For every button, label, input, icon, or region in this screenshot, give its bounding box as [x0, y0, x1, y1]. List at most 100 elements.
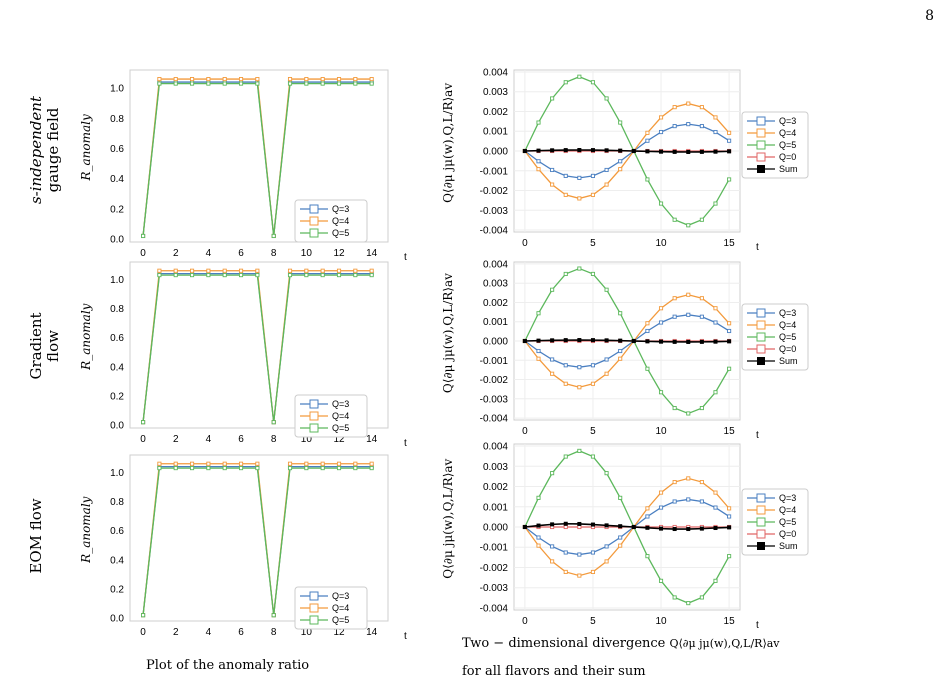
data-point [550, 371, 555, 376]
x-tick-label: 10 [301, 627, 313, 638]
data-point [727, 506, 732, 511]
data-point [672, 149, 677, 154]
series-line-sum [524, 149, 730, 153]
data-point [713, 390, 718, 395]
data-point [563, 173, 568, 178]
data-point [238, 81, 244, 86]
data-point [631, 339, 636, 343]
data-point [645, 149, 650, 154]
y-tick-label: -0.001 [480, 166, 509, 177]
data-point [536, 120, 541, 125]
series-line-q4 [524, 102, 730, 200]
data-point [563, 148, 568, 153]
y-tick-label: -0.002 [480, 186, 509, 197]
legend-label: Q=3 [779, 116, 796, 126]
data-point [563, 569, 568, 574]
data-point [727, 328, 732, 334]
caption-right-line1: Two − dimensional divergence Q⟨∂μ jμ(w),… [462, 636, 780, 651]
data-point [659, 526, 664, 531]
data-point [590, 148, 595, 153]
data-point [353, 466, 358, 471]
y-tick-label: 0.003 [483, 279, 508, 290]
data-point [577, 196, 582, 201]
x-tick-label: 10 [655, 426, 667, 437]
data-point [369, 81, 374, 86]
data-point [522, 525, 527, 529]
y-tick-label: -0.004 [480, 603, 509, 614]
anomaly-ratio-chart-3: 0.0 0.2 0.4 0.6 0.8 1.0 0 2 4 6 8 10 12 14 t R_anomaly Q… [79, 454, 407, 642]
y-tick-label: 0.003 [483, 462, 508, 473]
x-tick-label: 0 [140, 434, 146, 445]
data-point [353, 461, 358, 466]
x-tick-label: 8 [271, 434, 277, 445]
data-point [727, 321, 732, 326]
data-point [304, 81, 309, 86]
y-tick-label: 1.0 [110, 275, 124, 286]
data-point [157, 461, 162, 466]
data-point [336, 81, 342, 86]
y-axis-label: Q⟨∂μ jμ(w),Q,L/R⟩av [441, 83, 455, 203]
y-tick-label: 0.0 [110, 614, 124, 625]
y-tick-label: -0.002 [480, 563, 509, 574]
data-point [645, 177, 650, 182]
data-point [727, 149, 732, 154]
data-point [577, 74, 582, 79]
data-point [536, 167, 541, 172]
data-point [686, 292, 691, 297]
y-axis-label-group: R_anomaly [79, 303, 93, 371]
data-point [604, 471, 609, 476]
x-axis-label: t [404, 631, 407, 642]
legend-swatch-marker [309, 591, 319, 601]
data-point [287, 273, 293, 278]
legend-label: Q=4 [779, 320, 796, 330]
y-tick-label: 0.4 [110, 555, 124, 566]
data-point [206, 77, 211, 82]
y-tick-label: 0.000 [483, 523, 508, 534]
data-point [238, 461, 244, 466]
data-point [645, 525, 650, 530]
data-point [658, 201, 664, 206]
data-point [141, 233, 146, 239]
legend-label: Q=4 [332, 216, 349, 226]
x-axis-label: t [404, 438, 407, 449]
data-point [577, 148, 582, 153]
data-point [604, 559, 609, 564]
data-point [686, 497, 691, 502]
data-point [369, 273, 374, 278]
x-tick-label: 6 [238, 248, 244, 259]
data-point [618, 524, 623, 529]
data-point [563, 192, 568, 197]
data-point [713, 578, 718, 583]
data-point [699, 149, 704, 154]
data-point [353, 77, 358, 82]
data-point [336, 461, 342, 466]
data-point [590, 550, 596, 555]
legend-label: Q=0 [779, 529, 796, 539]
data-point [686, 223, 691, 228]
data-point [604, 371, 609, 376]
data-point [141, 420, 146, 425]
data-point [141, 613, 146, 618]
data-point [672, 124, 677, 129]
data-point [190, 273, 195, 278]
data-point [353, 273, 358, 278]
y-tick-label: 0.6 [110, 144, 124, 155]
legend-label: Q=5 [332, 615, 349, 625]
legend-swatch-marker [756, 332, 766, 342]
data-point [157, 81, 162, 86]
x-tick-label: 0 [140, 248, 146, 259]
divergence-chart-3: 0.004 0.003 0.002 0.001 0.000 -0.001 -0.002 -0.… [441, 442, 809, 631]
legend-label: Q=3 [332, 399, 349, 409]
y-axis-label: R_anomaly [79, 496, 93, 564]
data-point [672, 527, 677, 532]
data-point [369, 461, 374, 466]
legend-label: Q=3 [332, 591, 349, 601]
data-point [699, 406, 704, 411]
data-point [618, 159, 623, 164]
data-point [255, 81, 260, 86]
data-point [604, 287, 609, 292]
data-point [713, 505, 718, 510]
data-point [304, 273, 309, 278]
data-point [271, 613, 276, 618]
data-point [536, 338, 541, 343]
